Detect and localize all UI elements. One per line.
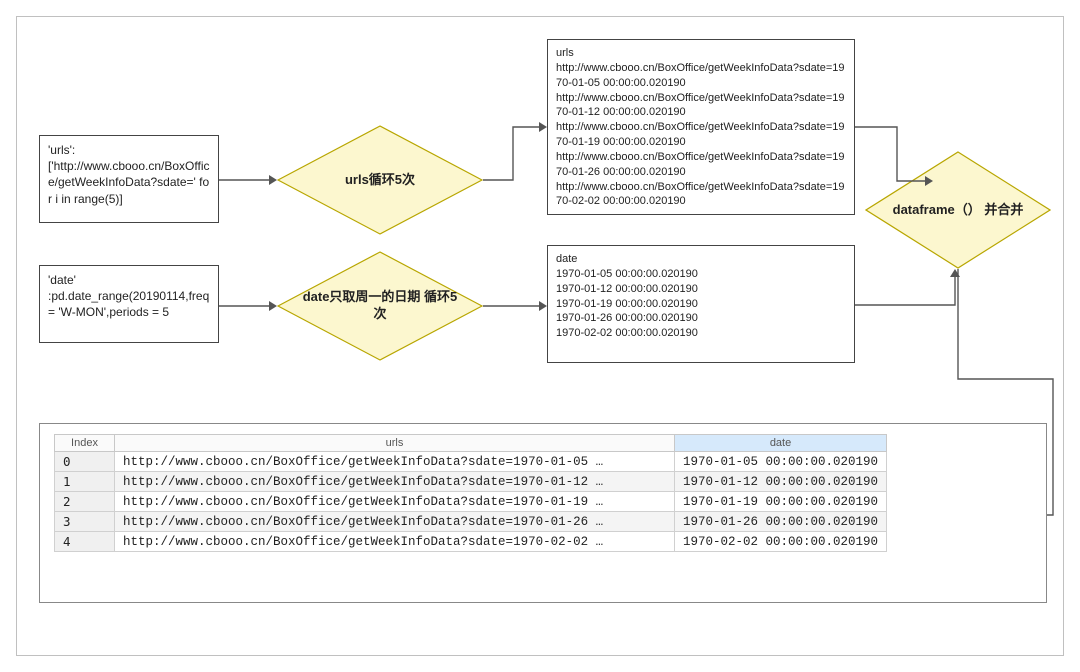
- col-index: Index: [55, 435, 115, 452]
- urls-output-box: urls http://www.cbooo.cn/BoxOffice/getWe…: [547, 39, 855, 215]
- diamond-date-loop-label: date只取周一的日期 循环5次: [277, 251, 483, 361]
- col-urls: urls: [115, 435, 675, 452]
- urls-source-box: 'urls': ['http://www.cbooo.cn/BoxOffice/…: [39, 135, 219, 223]
- table-row: 0 http://www.cbooo.cn/BoxOffice/getWeekI…: [55, 452, 887, 472]
- result-table: Index urls date 0 http://www.cbooo.cn/Bo…: [54, 434, 887, 552]
- diamond-dataframe-label: dataframe（） 并合并: [865, 151, 1051, 269]
- table-row: 1 http://www.cbooo.cn/BoxOffice/getWeekI…: [55, 472, 887, 492]
- result-table-frame: Index urls date 0 http://www.cbooo.cn/Bo…: [39, 423, 1047, 603]
- date-output-box: date 1970-01-05 00:00:00.020190 1970-01-…: [547, 245, 855, 363]
- date-source-box: 'date' :pd.date_range(20190114,freq = 'W…: [39, 265, 219, 343]
- arrow-1: [219, 173, 277, 187]
- table-row: 4 http://www.cbooo.cn/BoxOffice/getWeekI…: [55, 532, 887, 552]
- table-row: 2 http://www.cbooo.cn/BoxOffice/getWeekI…: [55, 492, 887, 512]
- arrow-4: [483, 299, 547, 313]
- table-row: 3 http://www.cbooo.cn/BoxOffice/getWeekI…: [55, 512, 887, 532]
- diamond-dataframe: dataframe（） 并合并: [865, 151, 1051, 269]
- diamond-date-loop: date只取周一的日期 循环5次: [277, 251, 483, 361]
- arrow-2: [219, 299, 277, 313]
- diagram-frame: 'urls': ['http://www.cbooo.cn/BoxOffice/…: [16, 16, 1064, 656]
- diamond-urls-loop-label: urls循环5次: [277, 125, 483, 235]
- col-date: date: [675, 435, 887, 452]
- diamond-urls-loop: urls循环5次: [277, 125, 483, 235]
- arrow-3: [483, 117, 547, 191]
